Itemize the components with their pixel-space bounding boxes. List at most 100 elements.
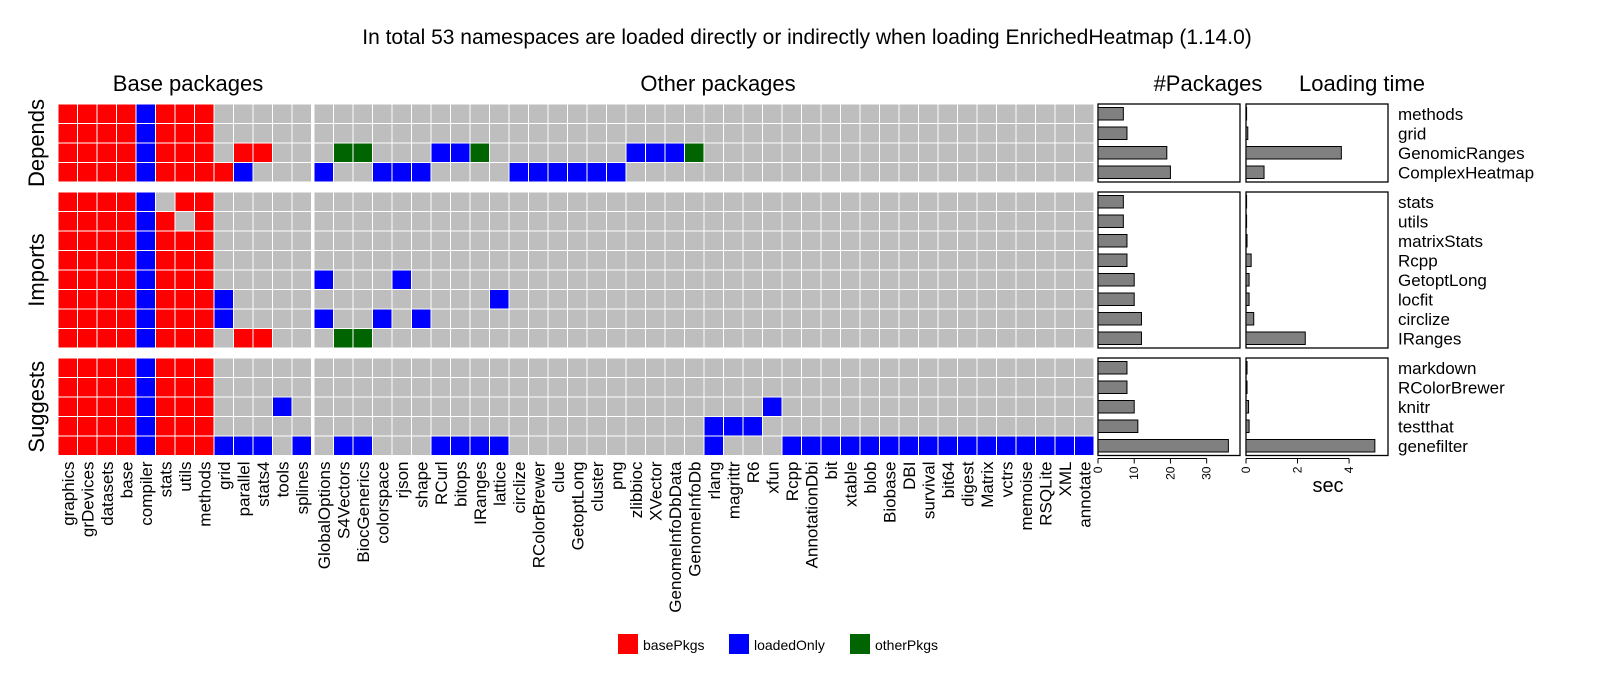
other-cell-GetoptLong-BiocGenerics bbox=[352, 269, 373, 290]
other-cell-grid-R6 bbox=[742, 123, 763, 144]
other-cell-ComplexHeatmap-xfun bbox=[762, 162, 783, 183]
other-col-label-Biobase: Biobase bbox=[880, 462, 899, 523]
other-cell-testthat-clue bbox=[547, 416, 568, 437]
other-cell-IRanges-Biobase bbox=[879, 328, 900, 349]
other-cell-GenomicRanges-colorspace bbox=[372, 142, 393, 163]
base-cell-methods-splines bbox=[291, 103, 312, 124]
other-cell-matrixStats-zlibbioc bbox=[625, 230, 646, 251]
other-cell-RColorBrewer-R6 bbox=[742, 377, 763, 398]
other-cell-circlize-xfun bbox=[762, 308, 783, 329]
other-cell-circlize-GlobalOptions bbox=[313, 308, 334, 329]
other-cell-RColorBrewer-shape bbox=[411, 377, 432, 398]
other-cell-methods-Matrix bbox=[976, 103, 997, 124]
other-cell-grid-bit bbox=[820, 123, 841, 144]
base-cell-GetoptLong-splines bbox=[291, 269, 312, 290]
bar-panels bbox=[1097, 103, 1389, 457]
base-cell-stats-utils bbox=[174, 191, 195, 212]
other-cell-genefilter-survival bbox=[918, 435, 939, 456]
base-cell-Rcpp-stats bbox=[155, 250, 176, 271]
other-cell-locfit-clue bbox=[547, 289, 568, 310]
base-cell-locfit-graphics bbox=[57, 289, 78, 310]
other-cell-genefilter-magrittr bbox=[723, 435, 744, 456]
other-cell-markdown-BiocGenerics bbox=[352, 357, 373, 378]
base-cell-methods-stats4 bbox=[252, 103, 273, 124]
row-group-imports: Imports bbox=[24, 233, 49, 306]
base-cell-genefilter-base bbox=[116, 435, 137, 456]
other-cell-RColorBrewer-bitops bbox=[450, 377, 471, 398]
base-cell-stats-datasets bbox=[96, 191, 117, 212]
base-cell-locfit-parallel bbox=[233, 289, 254, 310]
other-cell-utils-rjson bbox=[391, 211, 412, 232]
base-cell-circlize-graphics bbox=[57, 308, 78, 329]
other-cell-testthat-rjson bbox=[391, 416, 412, 437]
other-cell-RColorBrewer-rjson bbox=[391, 377, 412, 398]
other-cell-Rcpp-survival bbox=[918, 250, 939, 271]
other-cell-IRanges-png bbox=[606, 328, 627, 349]
base-col-label-tools: tools bbox=[273, 462, 292, 498]
base-cell-GenomicRanges-methods bbox=[194, 142, 215, 163]
other-cell-genefilter-S4Vectors bbox=[333, 435, 354, 456]
other-cell-genefilter-shape bbox=[411, 435, 432, 456]
row-group-suggests: Suggests bbox=[24, 361, 49, 453]
other-cell-Rcpp-RColorBrewer bbox=[528, 250, 549, 271]
other-cell-genefilter-bit64 bbox=[937, 435, 958, 456]
other-cell-markdown-rlang bbox=[703, 357, 724, 378]
base-cell-ComplexHeatmap-graphics bbox=[57, 162, 78, 183]
other-cell-GenomicRanges-vctrs bbox=[996, 142, 1017, 163]
other-cell-markdown-GenomeInfoDb bbox=[684, 357, 705, 378]
other-cell-Rcpp-annotate bbox=[1074, 250, 1095, 271]
other-cell-methods-lattice bbox=[489, 103, 510, 124]
other-cell-RColorBrewer-lattice bbox=[489, 377, 510, 398]
other-cell-Rcpp-memoise bbox=[1015, 250, 1036, 271]
other-cell-locfit-cluster bbox=[586, 289, 607, 310]
base-cell-ComplexHeatmap-tools bbox=[272, 162, 293, 183]
base-cell-locfit-grDevices bbox=[77, 289, 98, 310]
other-cell-GetoptLong-IRanges bbox=[469, 269, 490, 290]
other-cell-Rcpp-zlibbioc bbox=[625, 250, 646, 271]
base-cell-locfit-compiler bbox=[135, 289, 156, 310]
other-col-label-RColorBrewer: RColorBrewer bbox=[529, 461, 548, 568]
other-cell-knitr-zlibbioc bbox=[625, 396, 646, 417]
other-cell-utils-colorspace bbox=[372, 211, 393, 232]
npkg-bar-markdown bbox=[1097, 361, 1128, 375]
base-cell-genefilter-graphics bbox=[57, 435, 78, 456]
other-cell-GenomicRanges-XML bbox=[1054, 142, 1075, 163]
other-cell-Rcpp-shape bbox=[411, 250, 432, 271]
other-cell-matrixStats-S4Vectors bbox=[333, 230, 354, 251]
other-cell-genefilter-AnnotationDbi bbox=[801, 435, 822, 456]
other-cell-stats-rlang bbox=[703, 191, 724, 212]
other-cell-ComplexHeatmap-memoise bbox=[1015, 162, 1036, 183]
other-cell-locfit-blob bbox=[859, 289, 880, 310]
base-cell-IRanges-grid bbox=[213, 328, 234, 349]
other-cell-Rcpp-GlobalOptions bbox=[313, 250, 334, 271]
base-col-label-grid: grid bbox=[215, 462, 234, 490]
other-cell-markdown-RCurl bbox=[430, 357, 451, 378]
other-cell-markdown-blob bbox=[859, 357, 880, 378]
other-cell-locfit-IRanges bbox=[469, 289, 490, 310]
base-cell-matrixStats-methods bbox=[194, 230, 215, 251]
other-cell-testthat-GlobalOptions bbox=[313, 416, 334, 437]
base-cell-locfit-tools bbox=[272, 289, 293, 310]
other-col-label-rjson: rjson bbox=[393, 462, 412, 499]
other-cell-methods-GetoptLong bbox=[567, 103, 588, 124]
other-cell-markdown-digest bbox=[957, 357, 978, 378]
other-cell-genefilter-XVector bbox=[645, 435, 666, 456]
other-col-label-bit64: bit64 bbox=[939, 462, 958, 499]
row-label-testthat: testthat bbox=[1398, 417, 1454, 436]
other-cell-Rcpp-digest bbox=[957, 250, 978, 271]
npkg-bar-ComplexHeatmap bbox=[1097, 165, 1171, 179]
other-cell-circlize-BiocGenerics bbox=[352, 308, 373, 329]
other-col-label-GenomeInfoDbData: GenomeInfoDbData bbox=[666, 461, 685, 613]
other-cell-matrixStats-RCurl bbox=[430, 230, 451, 251]
base-cell-knitr-methods bbox=[194, 396, 215, 417]
other-cell-grid-Matrix bbox=[976, 123, 997, 144]
base-col-label-parallel: parallel bbox=[234, 462, 253, 517]
base-col-label-splines: splines bbox=[293, 462, 312, 515]
other-col-label-blob: blob bbox=[861, 462, 880, 494]
other-cell-stats-GlobalOptions bbox=[313, 191, 334, 212]
base-cell-utils-tools bbox=[272, 211, 293, 232]
other-cell-stats-R6 bbox=[742, 191, 763, 212]
base-cell-Rcpp-parallel bbox=[233, 250, 254, 271]
other-cell-Rcpp-RCurl bbox=[430, 250, 451, 271]
other-cell-matrixStats-magrittr bbox=[723, 230, 744, 251]
